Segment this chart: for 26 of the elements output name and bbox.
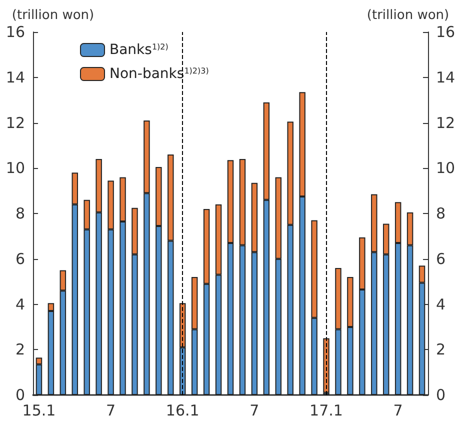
- y2-tick-label: 2: [436, 340, 446, 359]
- y-tick-label: 2: [15, 340, 25, 359]
- y-tick-label: 8: [15, 204, 25, 222]
- x-tick-label: 15.1: [22, 402, 56, 420]
- y-tick-label: 16: [6, 23, 25, 41]
- x-tick-label: 7: [250, 402, 260, 420]
- x-tick-label: 7: [106, 402, 116, 420]
- y-tick-label: 14: [6, 68, 25, 86]
- y2-tick-label: 14: [436, 68, 456, 86]
- y2-axis-title: (trillion won): [366, 8, 450, 23]
- x-tick-label: 7: [393, 402, 403, 420]
- y-tick-label: 6: [15, 250, 25, 268]
- y2-tick-label: 8: [436, 204, 446, 222]
- y2-tick-label: 6: [436, 250, 446, 268]
- y-tick-label: 10: [6, 159, 25, 178]
- x-tick-label: 16.1: [166, 402, 200, 420]
- x-tick-label: 17.1: [310, 402, 343, 420]
- y2-tick-label: 0: [436, 386, 446, 404]
- y2-tick-label: 16: [436, 23, 456, 41]
- y-tick-label: 12: [6, 114, 25, 132]
- y-tick-label: 0: [15, 386, 25, 404]
- y2-tick-label: 4: [436, 295, 446, 314]
- y2-tick-label: 10: [436, 159, 456, 178]
- y-axis-title: (trillion won): [12, 8, 94, 23]
- y-tick-label: 4: [15, 295, 25, 314]
- y2-tick-label: 12: [436, 114, 456, 132]
